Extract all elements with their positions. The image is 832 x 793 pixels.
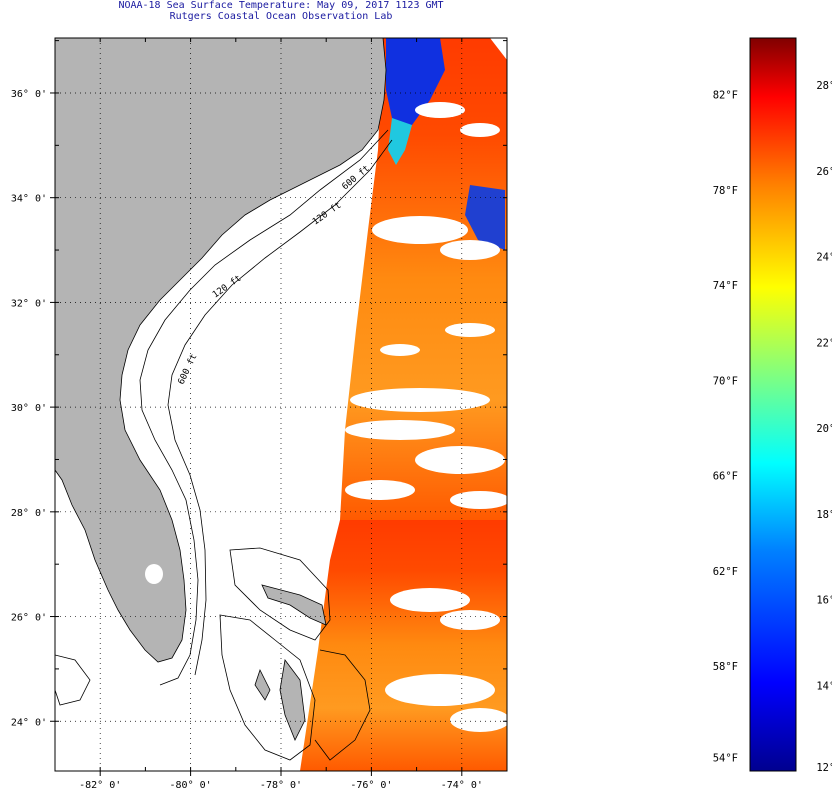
colorbar-fahrenheit-label: 66°F <box>713 471 738 483</box>
lon-tick-label: -82° 0' <box>79 780 121 791</box>
contour-label-120ft-north: 120 ft <box>311 201 343 228</box>
bathymetry-contours <box>55 129 393 761</box>
lon-tick-label: -76° 0' <box>350 780 392 791</box>
lon-tick-label: -78° 0' <box>260 780 302 791</box>
colorbar-celsius-label: 22°C <box>816 337 832 349</box>
lat-tick-label: 30° 0' <box>11 403 47 414</box>
satellite-swath-south <box>300 520 507 771</box>
colorbar-fahrenheit-label: 74°F <box>713 280 738 292</box>
graticule <box>55 38 507 771</box>
colorbar-celsius-label: 26°C <box>816 166 832 178</box>
colorbar-celsius-label: 24°C <box>816 252 832 264</box>
contour-label-600ft-north: 600 ft <box>341 164 372 193</box>
lat-tick-label: 34° 0' <box>11 194 47 205</box>
lat-tick-label: 26° 0' <box>11 613 47 624</box>
lat-tick-label: 24° 0' <box>11 717 47 728</box>
land-southeast-us <box>55 38 387 663</box>
bahamas-islands <box>254 584 327 741</box>
cloud-patches <box>345 102 507 732</box>
lat-tick-label: 36° 0' <box>11 89 47 100</box>
colorbar-celsius-label: 12°C <box>816 762 832 774</box>
lat-tick-label: 28° 0' <box>11 508 47 519</box>
colorbar-ticks: 28°C 26°C 24°C 22°C 20°C 18°C 16°C 14°C 12°C 82°F… <box>713 80 832 774</box>
colorbar-celsius-label: 16°C <box>816 595 832 607</box>
cool-water-region <box>388 118 412 165</box>
contour-label-120ft: 120 ft <box>211 274 243 301</box>
map-axis-ticks: 36° 0' 34° 0' 32° 0' 30° 0' 28° 0' 26° 0' 24° … <box>11 38 508 791</box>
cold-eddy-region <box>465 185 505 250</box>
colorbar-fahrenheit-label: 78°F <box>713 185 738 197</box>
lon-tick-label: -80° 0' <box>170 780 212 791</box>
chart-subtitle: Rutgers Coastal Ocean Observation Lab <box>169 11 393 22</box>
lon-tick-label: -74° 0' <box>441 780 483 791</box>
colorbar-fahrenheit-label: 58°F <box>713 661 738 673</box>
colorbar-fahrenheit-label: 82°F <box>713 90 738 102</box>
cold-water-region <box>386 38 445 140</box>
colorbar-fahrenheit-label: 62°F <box>713 566 738 578</box>
colorbar-celsius-label: 18°C <box>816 509 832 521</box>
lake-okeechobee <box>145 564 163 584</box>
colorbar-celsius-label: 20°C <box>816 423 832 435</box>
colorbar-celsius-label: 28°C <box>816 80 832 92</box>
chart-title: NOAA-18 Sea Surface Temperature: May 09,… <box>118 0 444 11</box>
contour-label-600ft: 600 ft <box>177 353 200 387</box>
colorbar-celsius-label: 14°C <box>816 680 832 692</box>
lat-tick-label: 32° 0' <box>11 298 47 309</box>
colorbar <box>749 37 797 772</box>
colorbar-fahrenheit-label: 70°F <box>713 375 738 387</box>
colorbar-fahrenheit-label: 54°F <box>713 752 738 764</box>
